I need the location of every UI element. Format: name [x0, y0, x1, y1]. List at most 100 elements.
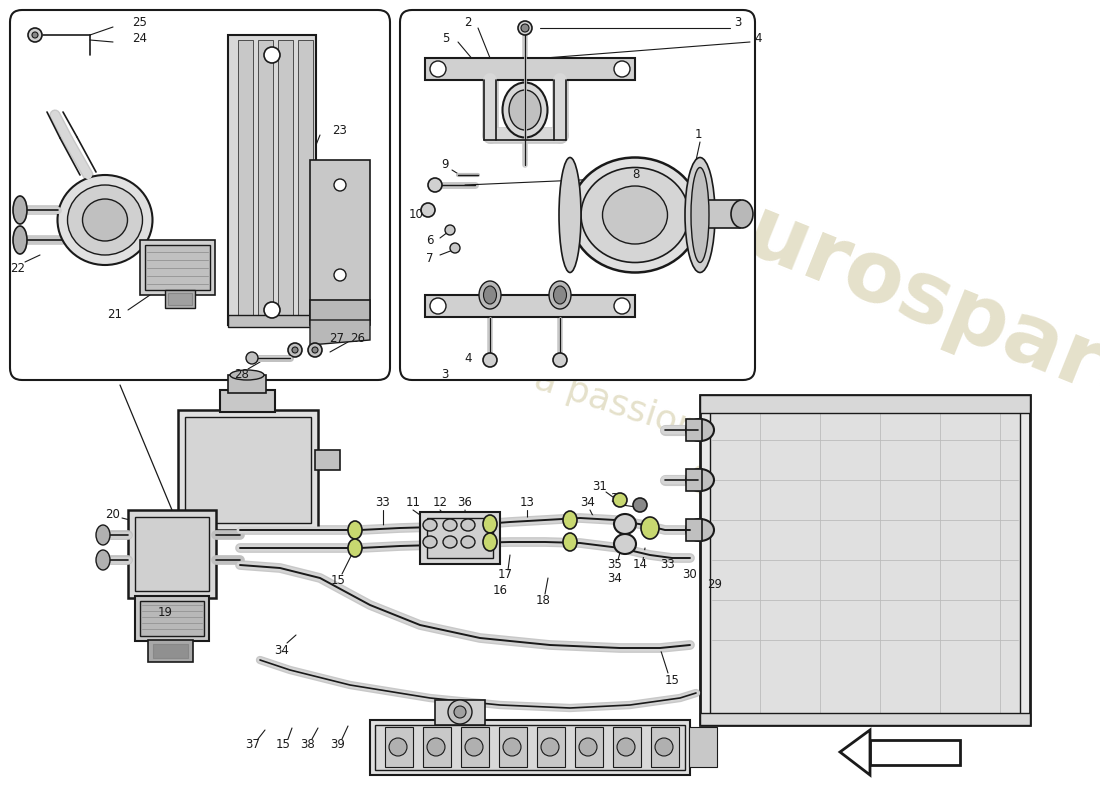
Text: 39: 39	[331, 738, 345, 751]
Bar	[298, 40, 314, 320]
Bar	[499, 727, 527, 767]
Bar	[686, 519, 702, 541]
Bar	[165, 290, 195, 308]
Circle shape	[308, 343, 322, 357]
Circle shape	[613, 493, 627, 507]
Circle shape	[292, 347, 298, 353]
Ellipse shape	[424, 519, 437, 531]
Bar	[153, 644, 188, 658]
Text: 11: 11	[406, 497, 420, 510]
Bar	[140, 601, 204, 636]
Bar	[370, 720, 690, 775]
Ellipse shape	[732, 200, 754, 228]
Bar	[710, 405, 1020, 715]
Ellipse shape	[614, 534, 636, 554]
Bar	[140, 240, 214, 295]
Text: 36: 36	[458, 497, 472, 510]
Bar	[700, 200, 740, 228]
Ellipse shape	[641, 517, 659, 539]
Ellipse shape	[686, 469, 714, 491]
Ellipse shape	[82, 199, 128, 241]
Ellipse shape	[483, 515, 497, 533]
Circle shape	[450, 243, 460, 253]
Text: 15: 15	[331, 574, 345, 586]
Text: 2: 2	[464, 15, 472, 29]
Circle shape	[617, 738, 635, 756]
Ellipse shape	[461, 519, 475, 531]
Text: 4: 4	[464, 351, 472, 365]
Ellipse shape	[686, 419, 714, 441]
Bar	[700, 713, 1030, 725]
Text: 12: 12	[432, 497, 448, 510]
Bar	[220, 390, 275, 412]
Text: a passion for parts: a passion for parts	[530, 362, 861, 498]
Circle shape	[654, 738, 673, 756]
Ellipse shape	[563, 511, 578, 529]
Text: 30: 30	[683, 569, 697, 582]
Text: 16: 16	[493, 583, 507, 597]
Circle shape	[579, 738, 597, 756]
Text: 10: 10	[408, 209, 424, 222]
Bar	[689, 727, 717, 767]
Bar	[315, 450, 340, 470]
Bar	[651, 727, 679, 767]
Text: 5: 5	[442, 31, 450, 45]
Bar	[427, 518, 493, 558]
Circle shape	[427, 738, 446, 756]
Text: 4: 4	[755, 31, 761, 45]
Polygon shape	[840, 730, 870, 775]
Bar	[228, 35, 316, 325]
Circle shape	[32, 32, 39, 38]
Text: 31: 31	[593, 481, 607, 494]
Ellipse shape	[581, 167, 689, 262]
Text: 23: 23	[332, 123, 348, 137]
Ellipse shape	[553, 286, 566, 304]
Bar	[461, 727, 490, 767]
Circle shape	[428, 178, 442, 192]
Bar	[424, 727, 451, 767]
Text: 27: 27	[330, 331, 344, 345]
Circle shape	[430, 298, 446, 314]
Bar	[310, 160, 370, 320]
Circle shape	[521, 24, 529, 32]
Circle shape	[503, 738, 521, 756]
Circle shape	[446, 225, 455, 235]
Bar	[238, 40, 253, 320]
Bar	[148, 640, 192, 662]
Text: 34: 34	[607, 571, 623, 585]
Ellipse shape	[424, 536, 437, 548]
Text: 21: 21	[108, 309, 122, 322]
Ellipse shape	[348, 539, 362, 557]
Bar	[425, 295, 635, 317]
Bar	[613, 727, 641, 767]
Text: 3: 3	[735, 15, 741, 29]
Circle shape	[614, 298, 630, 314]
Bar	[228, 375, 266, 393]
Text: 20: 20	[106, 509, 120, 522]
Bar	[310, 300, 370, 325]
Ellipse shape	[443, 519, 456, 531]
Circle shape	[28, 28, 42, 42]
Text: 19: 19	[157, 606, 173, 618]
Circle shape	[541, 738, 559, 756]
Bar	[228, 315, 316, 327]
Ellipse shape	[57, 175, 153, 265]
Bar	[700, 395, 1030, 413]
Bar	[375, 725, 685, 770]
Circle shape	[483, 353, 497, 367]
Ellipse shape	[691, 167, 710, 262]
Text: 18: 18	[536, 594, 550, 606]
Bar	[178, 410, 318, 530]
Circle shape	[334, 269, 346, 281]
Text: 34: 34	[581, 497, 595, 510]
Bar	[145, 245, 210, 290]
Bar	[278, 40, 293, 320]
Text: 35: 35	[607, 558, 623, 571]
Text: 22: 22	[11, 262, 25, 274]
Ellipse shape	[614, 514, 636, 534]
Circle shape	[465, 738, 483, 756]
Circle shape	[518, 21, 532, 35]
Circle shape	[288, 343, 302, 357]
Text: 25: 25	[133, 15, 147, 29]
Ellipse shape	[13, 226, 28, 254]
